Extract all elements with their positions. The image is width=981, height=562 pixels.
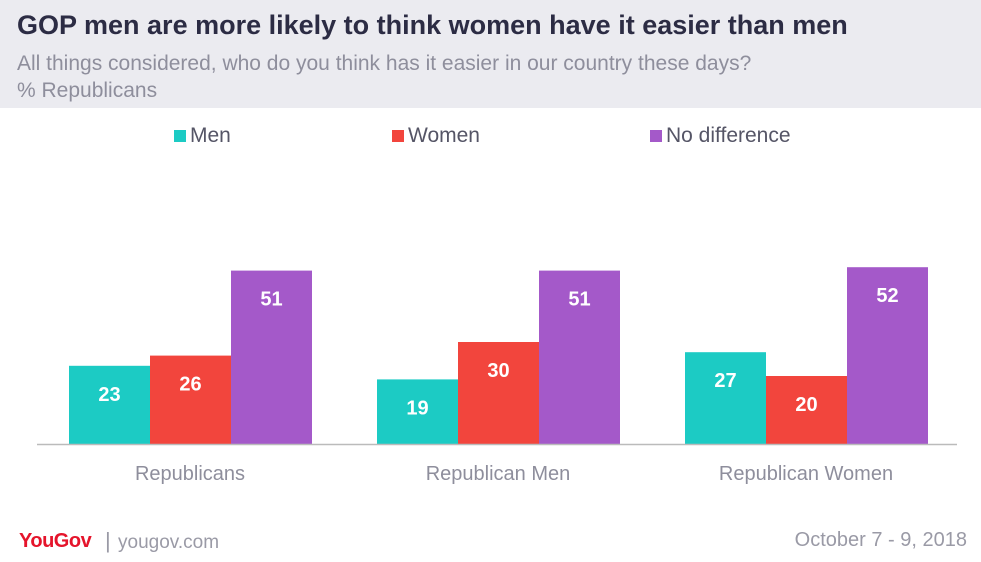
- bar-women-1[interactable]: [150, 355, 231, 444]
- x-tick-label-1: Republicans: [135, 463, 245, 485]
- chart-subtitle: All things considered, who do you think …: [17, 50, 751, 104]
- subtitle-question: All things considered, who do you think …: [17, 52, 752, 75]
- bar-women-2[interactable]: [458, 342, 539, 444]
- value-label-no-difference-1: 51: [260, 289, 282, 311]
- value-label-women-2: 30: [487, 360, 509, 382]
- legend-swatch-women: [392, 130, 404, 142]
- footer-separator: |: [105, 528, 111, 553]
- chart-header: GOP men are more likely to think women h…: [0, 0, 981, 108]
- survey-date: October 7 - 9, 2018: [794, 529, 967, 551]
- value-label-no-difference-3: 52: [876, 285, 898, 307]
- x-tick-label-2: Republican Men: [426, 463, 571, 485]
- subtitle-population: % Republicans: [17, 79, 158, 102]
- bar-no-difference-3[interactable]: [847, 267, 928, 444]
- value-label-men-2: 19: [406, 397, 428, 419]
- legend-label-no-difference: No difference: [666, 124, 791, 147]
- legend-swatch-men: [174, 130, 186, 142]
- legend-label-women: Women: [408, 124, 480, 147]
- bar-women-3[interactable]: [766, 376, 847, 444]
- chart-title: GOP men are more likely to think women h…: [17, 10, 848, 40]
- value-label-women-1: 26: [179, 374, 201, 396]
- yougov-logo: YouGov: [19, 530, 92, 552]
- x-tick-label-3: Republican Women: [719, 463, 893, 485]
- legend-label-men: Men: [190, 124, 231, 147]
- value-label-no-difference-2: 51: [568, 289, 590, 311]
- bar-men-3[interactable]: [685, 352, 766, 444]
- value-label-women-3: 20: [795, 394, 817, 416]
- bar-men-2[interactable]: [377, 379, 458, 444]
- value-label-men-3: 27: [714, 370, 736, 392]
- bar-no-difference-2[interactable]: [539, 270, 620, 444]
- bar-men-1[interactable]: [69, 365, 150, 444]
- value-label-men-1: 23: [98, 384, 120, 406]
- footer-site-link[interactable]: yougov.com: [118, 532, 220, 553]
- bar-no-difference-1[interactable]: [231, 270, 312, 444]
- bar-chart: Men Women No difference 23 26 51 Republicans 19…: [37, 124, 957, 485]
- legend-swatch-no-difference: [650, 130, 662, 142]
